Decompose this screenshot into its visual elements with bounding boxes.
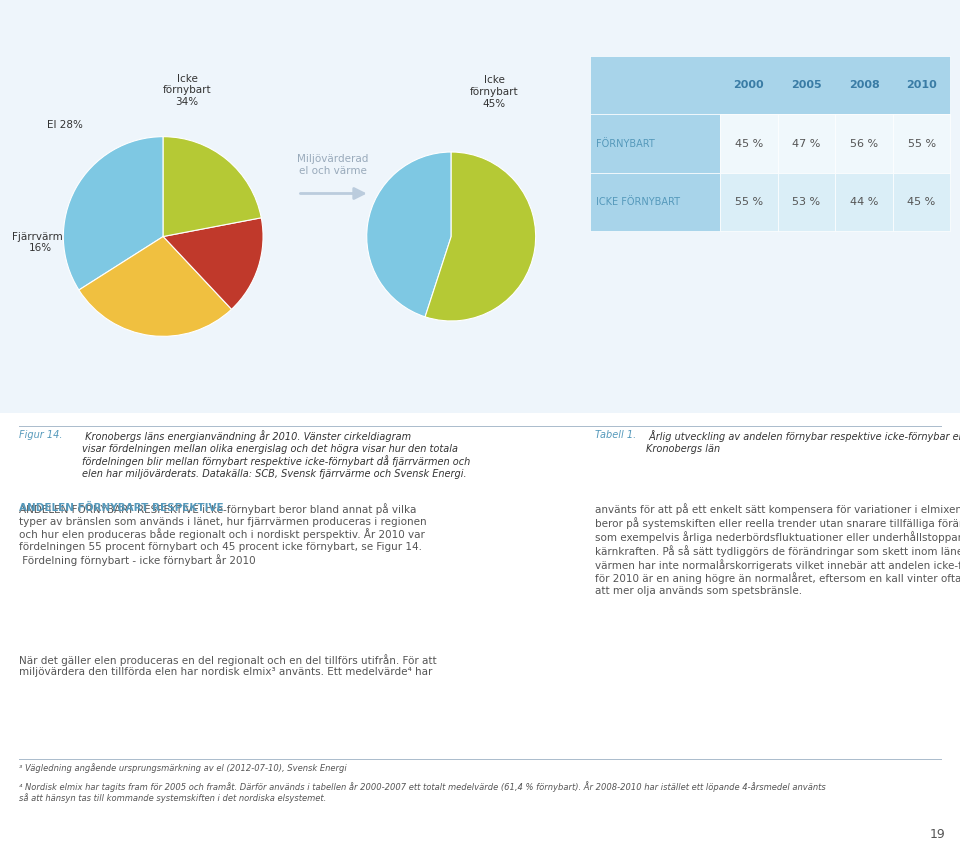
Wedge shape [79, 237, 231, 336]
Bar [835, 173, 893, 231]
Text: 45 %: 45 % [907, 197, 936, 207]
Bar [893, 173, 950, 231]
Text: 2005: 2005 [791, 80, 822, 90]
Text: Förnybart
55%: Förnybart 55% [373, 211, 423, 233]
Text: 2000: 2000 [733, 80, 764, 90]
Bar [893, 114, 950, 173]
Text: 55 %: 55 % [907, 138, 936, 149]
Text: Kronobergs läns energianvändning år 2010. Vänster cirkeldiagram
visar fördelning: Kronobergs läns energianvändning år 2010… [82, 430, 469, 479]
Text: 55 %: 55 % [734, 197, 763, 207]
Text: Tabell 1.: Tabell 1. [595, 430, 636, 440]
Wedge shape [63, 137, 163, 290]
Text: Årlig utveckling av andelen förnybar respektive icke-förnybar energi i
Kronoberg: Årlig utveckling av andelen förnybar res… [646, 430, 960, 453]
Text: Icke
förnybart
34%: Icke förnybart 34% [163, 74, 211, 107]
Text: 53 %: 53 % [792, 197, 821, 207]
Text: ANDELEN FÖRNYBART RESPEKTIVE: ANDELEN FÖRNYBART RESPEKTIVE [19, 503, 224, 513]
Bar [0, 0, 960, 413]
Bar [720, 173, 778, 231]
Text: Icke
förnybart
45%: Icke förnybart 45% [470, 76, 518, 108]
Bar [778, 173, 835, 231]
Text: FÖRNYBART: FÖRNYBART [596, 138, 655, 149]
Text: När det gäller elen produceras en del regionalt och en del tillförs utifrån. För: När det gäller elen produceras en del re… [19, 654, 437, 677]
Bar [778, 114, 835, 173]
Bar [590, 114, 720, 173]
Wedge shape [163, 137, 261, 237]
Wedge shape [425, 152, 536, 321]
Text: 19: 19 [930, 828, 946, 841]
Bar [590, 56, 950, 114]
Bar [835, 114, 893, 173]
Text: ⁴ Nordisk elmix har tagits fram för 2005 och framåt. Därför används i tabellen å: ⁴ Nordisk elmix har tagits fram för 2005… [19, 781, 826, 803]
Text: ³ Vägledning angående ursprungsmärkning av el (2012-07-10), Svensk Energi: ³ Vägledning angående ursprungsmärkning … [19, 763, 347, 772]
Text: 44 %: 44 % [850, 197, 878, 207]
Text: Miljövärderad
el och värme: Miljövärderad el och värme [298, 154, 369, 176]
Text: Förnybart
22%: Förnybart 22% [117, 260, 167, 282]
Text: El 28%: El 28% [47, 120, 84, 130]
Bar [590, 173, 720, 231]
Text: 45 %: 45 % [734, 138, 763, 149]
Text: använts för att på ett enkelt sätt kompensera för variationer i elmixen som inte: använts för att på ett enkelt sätt kompe… [595, 503, 960, 596]
Text: Fjärrvärme
16%: Fjärrvärme 16% [12, 231, 69, 254]
Text: 47 %: 47 % [792, 138, 821, 149]
Text: 56 %: 56 % [850, 138, 878, 149]
Text: ICKE FÖRNYBART: ICKE FÖRNYBART [596, 197, 680, 207]
Text: Figur 14.: Figur 14. [19, 430, 62, 440]
Text: 2010: 2010 [906, 80, 937, 90]
Bar [720, 114, 778, 173]
Wedge shape [163, 218, 263, 310]
Text: 2008: 2008 [849, 80, 879, 90]
Text: ANDELEN FÖRNYBART RESPEKTIVE icke-förnybart beror bland annat på vilka
typer av : ANDELEN FÖRNYBART RESPEKTIVE icke-förnyb… [19, 503, 427, 566]
Wedge shape [367, 152, 451, 316]
